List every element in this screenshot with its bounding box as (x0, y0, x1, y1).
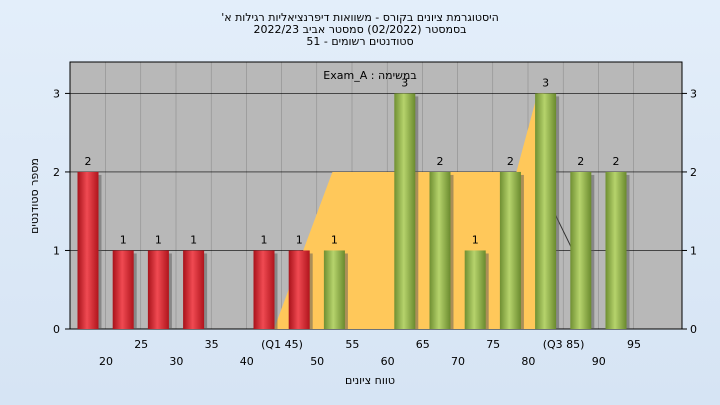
data-label-25: 1 (120, 233, 127, 246)
data-label-80: 2 (507, 155, 514, 168)
x-tick-label-90: 90 (592, 355, 606, 368)
y-tick-label-right: 0 (690, 323, 697, 336)
data-label-50: 1 (296, 233, 303, 246)
bar-70 (429, 171, 451, 329)
x-tick-label-30: 30 (169, 355, 183, 368)
data-label-65: 3 (401, 76, 408, 89)
bar-55 (323, 250, 345, 329)
x-tick-label-65: 65 (416, 338, 430, 351)
chart-subtitle-semester: בסמסטר (02/2022) סמסטר אביב 2022/23 (253, 23, 467, 36)
bar-50 (288, 250, 310, 329)
x-tick-label-40: 40 (240, 355, 254, 368)
x-tick-label-35: 35 (205, 338, 219, 351)
data-label-85: 3 (542, 76, 549, 89)
bar-20 (77, 171, 99, 329)
legend-text: במשימה : Exam_A (323, 69, 416, 82)
data-label-75: 1 (472, 233, 479, 246)
y-tick-label-right: 2 (690, 166, 697, 179)
x-tick-label-85: (Q3 85) (543, 338, 585, 351)
bar-85 (535, 93, 557, 329)
bars (77, 93, 630, 329)
data-label-90: 2 (577, 155, 584, 168)
bar-90 (570, 171, 592, 329)
bar-35 (183, 250, 205, 329)
x-tick-label-95: 95 (627, 338, 641, 351)
y-tick-label-left: 0 (53, 323, 60, 336)
chart-subtitle-students: סטודנטים רשומים - 51 (306, 35, 414, 48)
data-label-45: 1 (261, 233, 268, 246)
x-axis-label: טווח ציונים (345, 374, 395, 387)
y-axes: 0 0 1 1 2 2 3 3 (53, 87, 697, 336)
y-axis-label: מספר סטודנטים (28, 158, 41, 234)
x-tick-label-50: 50 (310, 355, 324, 368)
x-tick-label-75: 75 (486, 338, 500, 351)
data-labels: 2 1 1 1 1 1 1 3 2 1 2 3 2 2 (85, 76, 620, 246)
y-tick-label-left: 1 (53, 244, 60, 257)
bar-30 (147, 250, 169, 329)
bar-80 (499, 171, 521, 329)
y-tick-label-left: 2 (53, 166, 60, 179)
data-label-30: 1 (155, 233, 162, 246)
x-tick-label-55: 55 (345, 338, 359, 351)
x-axis: 20 25 30 35 40 (Q1 45) 50 55 60 65 70 75 80 (Q3 85) 90… (99, 338, 641, 368)
data-label-35: 1 (190, 233, 197, 246)
x-tick-label-80: 80 (521, 355, 535, 368)
x-tick-label-45: (Q1 45) (261, 338, 303, 351)
data-label-55: 1 (331, 233, 338, 246)
x-tick-label-70: 70 (451, 355, 465, 368)
x-tick-label-25: 25 (134, 338, 148, 351)
bar-75 (464, 250, 486, 329)
data-label-95: 2 (613, 155, 620, 168)
bar-45 (253, 250, 275, 329)
x-tick-label-60: 60 (381, 355, 395, 368)
y-tick-label-right: 1 (690, 244, 697, 257)
bar-65 (394, 93, 416, 329)
bar-95 (605, 171, 627, 329)
data-label-70: 2 (437, 155, 444, 168)
x-tick-label-20: 20 (99, 355, 113, 368)
y-tick-label-right: 3 (690, 87, 697, 100)
chart-title: היסטוגרמת ציונים בקורס - משוואות דיפרנצי… (221, 11, 499, 24)
data-label-20: 2 (85, 155, 92, 168)
y-tick-label-left: 3 (53, 87, 60, 100)
bar-25 (112, 250, 134, 329)
